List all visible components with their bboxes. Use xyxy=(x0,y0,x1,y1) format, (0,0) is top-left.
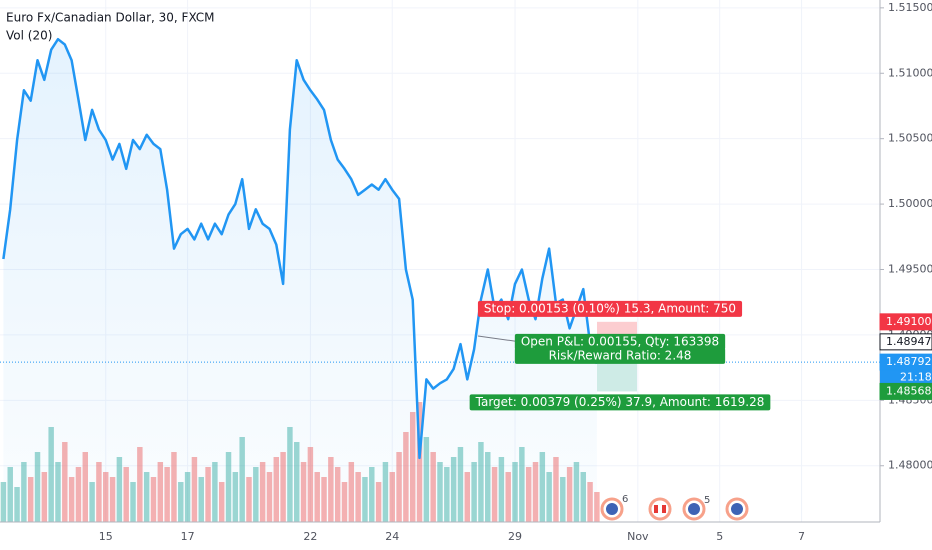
event-icon-flag xyxy=(606,503,618,515)
event-count: 5 xyxy=(704,495,710,506)
price-tag: 1.48947 xyxy=(886,335,932,348)
countdown: 21:18 xyxy=(900,371,932,384)
x-tick-label: 29 xyxy=(508,530,522,543)
event-count: 6 xyxy=(622,494,628,505)
price-tag: 1.49100 xyxy=(886,315,932,328)
y-tick-label: 1.51000 xyxy=(888,66,932,79)
event-icon-flag xyxy=(688,503,700,515)
price-tag-bg xyxy=(879,313,932,331)
entry-connector xyxy=(477,335,521,343)
x-tick-label: 7 xyxy=(798,530,805,543)
x-tick-label: 15 xyxy=(99,530,113,543)
x-tick-label: 17 xyxy=(181,530,195,543)
pnl-label: Open P&L: 0.00155, Qty: 163398 xyxy=(521,334,719,348)
target-label-bg xyxy=(469,394,771,411)
x-tick-label: 22 xyxy=(303,530,317,543)
price-tag-bg xyxy=(879,382,932,400)
price-tag: 1.48792 xyxy=(886,355,932,368)
area-fill xyxy=(3,39,597,522)
x-tick-label: Nov xyxy=(627,530,649,543)
y-tick-label: 1.49500 xyxy=(888,263,932,276)
target-label: Target: 0.00379 (0.25%) 37.9, Amount: 16… xyxy=(475,395,765,409)
x-tick-label: 5 xyxy=(716,530,723,543)
price-tag: 1.48568 xyxy=(886,384,932,397)
y-tick-label: 1.51500 xyxy=(888,1,932,14)
countdown-bg xyxy=(880,370,932,386)
ratio-label-bg xyxy=(514,347,726,364)
y-tick-label: 1.50500 xyxy=(888,132,932,145)
pnl-label-bg xyxy=(514,333,726,350)
event-icon-flag xyxy=(731,503,743,515)
y-tick-label: 1.50000 xyxy=(888,197,932,210)
x-tick-label: 24 xyxy=(385,530,399,543)
stop-label-bg xyxy=(477,300,743,317)
event-icon-flag xyxy=(658,505,662,513)
ratio-label: Risk/Reward Ratio: 2.48 xyxy=(549,348,692,362)
volume-title: Vol (20) xyxy=(6,29,52,43)
y-tick-label: 1.48000 xyxy=(888,459,932,472)
stop-label: Stop: 0.00153 (0.10%) 15.3, Amount: 750 xyxy=(484,301,736,315)
chart-title: Euro Fx/Canadian Dollar, 30, FXCM xyxy=(6,11,215,25)
price-tag-bg xyxy=(879,333,932,351)
event-icons[interactable]: 6 5 xyxy=(600,494,749,521)
